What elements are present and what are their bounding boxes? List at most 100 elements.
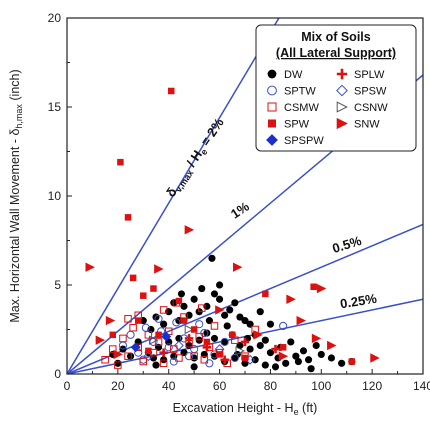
data-point-dw xyxy=(170,299,178,307)
series-spspw xyxy=(130,331,172,353)
data-point-csmw xyxy=(119,334,127,343)
data-point-csmw xyxy=(124,315,132,323)
data-point-spw xyxy=(150,285,157,292)
y-tick-label: 20 xyxy=(48,11,62,25)
legend-label-splw: SPLW xyxy=(354,69,385,81)
data-point-snw xyxy=(370,353,380,363)
legend-box xyxy=(255,24,417,152)
data-point-sptw xyxy=(164,343,173,352)
data-point-dw xyxy=(312,341,320,350)
data-point-spw xyxy=(310,283,317,291)
data-point-spw xyxy=(180,317,188,324)
data-point-dw xyxy=(190,363,198,371)
data-point-snw xyxy=(311,333,322,344)
data-point-dw xyxy=(266,349,275,357)
data-point-dw xyxy=(208,254,216,262)
legend-label-spw: SPW xyxy=(284,119,310,131)
data-point-dw xyxy=(190,295,198,303)
ref-label-2pct: δv,max / He = 2% xyxy=(163,115,229,201)
data-point-sptw xyxy=(126,330,135,339)
x-tick-label: 100 xyxy=(311,379,331,393)
data-point-dw xyxy=(241,317,249,325)
data-point-dw xyxy=(292,352,300,360)
data-point-sptw xyxy=(220,337,229,347)
data-point-dw xyxy=(165,308,173,316)
data-point-dw xyxy=(126,352,135,360)
data-point-dw xyxy=(215,295,224,303)
data-point-dw xyxy=(180,302,188,310)
x-tick-label: 40 xyxy=(162,379,176,393)
x-axis-label: Excavation Height - He (ft) xyxy=(173,401,318,417)
data-point-csmw xyxy=(210,322,219,330)
data-point-spw xyxy=(262,290,269,298)
data-point-csmw xyxy=(195,332,203,341)
data-point-csmw xyxy=(223,359,231,368)
data-point-dw xyxy=(299,347,308,355)
data-point-spw xyxy=(216,351,223,358)
data-point-csmw xyxy=(101,356,109,364)
data-point-csmw xyxy=(200,356,209,364)
data-point-snw xyxy=(296,315,306,326)
data-point-dw xyxy=(231,299,239,307)
data-point-dw xyxy=(210,290,219,298)
series-spw xyxy=(109,87,356,365)
data-point-dw xyxy=(261,336,269,344)
data-point-snw xyxy=(113,349,123,360)
data-point-spw xyxy=(134,317,142,324)
legend-marker-sptw xyxy=(267,85,277,96)
data-point-snw xyxy=(316,283,327,294)
legend-label-spspw: SPSPW xyxy=(284,135,324,147)
data-point-spw xyxy=(145,347,152,355)
data-point-snw xyxy=(95,335,106,345)
data-point-csnw xyxy=(184,324,195,335)
data-point-splw xyxy=(240,337,250,347)
data-point-snw xyxy=(278,351,289,361)
data-point-sptw xyxy=(279,321,288,331)
y-tick-label: 0 xyxy=(54,367,61,381)
legend-marker-spw xyxy=(268,119,276,128)
data-point-spsw xyxy=(173,340,184,351)
legend-title: Mix of Soils xyxy=(301,30,371,44)
data-point-sptw xyxy=(195,320,204,329)
x-tick-label: 20 xyxy=(111,379,125,393)
data-point-dw xyxy=(287,338,295,346)
data-point-dw xyxy=(210,334,219,342)
data-point-dw xyxy=(327,354,336,362)
data-point-sptw xyxy=(172,318,181,327)
data-point-csmw xyxy=(190,352,198,360)
data-point-csnw xyxy=(235,346,245,356)
data-point-snw xyxy=(154,264,164,274)
data-point-dw xyxy=(307,365,315,373)
legend-marker-splw xyxy=(336,68,348,80)
data-point-dw xyxy=(226,306,234,314)
data-point-dw xyxy=(215,281,224,289)
data-point-dw xyxy=(223,322,231,330)
data-point-dw xyxy=(241,359,249,367)
data-point-dw xyxy=(236,313,244,321)
reference-line-2pct xyxy=(67,18,280,374)
data-point-csmw xyxy=(109,345,117,353)
legend-marker-csnw xyxy=(336,101,348,113)
data-point-snw xyxy=(215,305,225,315)
ref-label-0p25pct: 0.25% xyxy=(339,291,378,312)
data-point-csmw xyxy=(154,338,163,346)
data-point-dw xyxy=(203,329,211,337)
data-point-dw xyxy=(294,357,302,366)
data-point-dw xyxy=(282,359,290,367)
data-point-snw xyxy=(253,330,263,340)
data-point-spw xyxy=(203,338,211,346)
data-point-spw xyxy=(109,331,117,339)
data-point-csmw xyxy=(139,357,148,366)
data-point-csmw xyxy=(185,339,193,348)
legend-label-csnw: CSNW xyxy=(354,102,388,114)
data-point-dw xyxy=(251,356,259,364)
data-point-dw xyxy=(266,320,275,328)
data-point-spw xyxy=(124,214,132,221)
legend-label-sptw: SPTW xyxy=(284,86,316,98)
data-point-splw xyxy=(184,334,194,343)
data-point-spw xyxy=(348,358,356,365)
data-point-dw xyxy=(246,345,254,353)
data-point-spspw xyxy=(161,331,172,342)
data-point-csmw xyxy=(159,359,168,368)
